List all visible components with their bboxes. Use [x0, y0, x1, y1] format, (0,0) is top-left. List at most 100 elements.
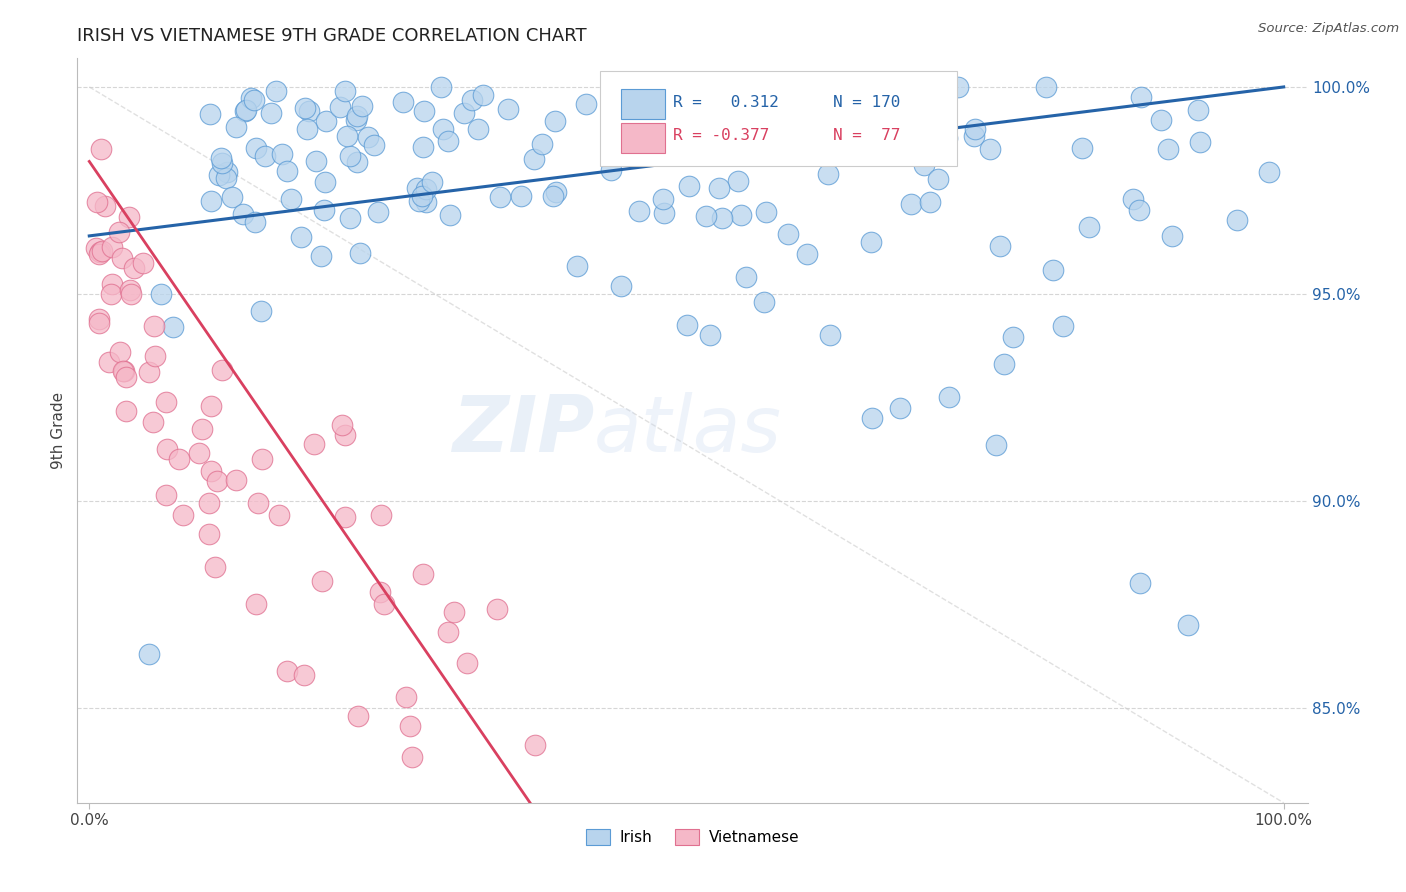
Point — [1157, 142, 1180, 156]
Point — [132, 256, 155, 270]
Point — [94, 199, 117, 213]
Point — [336, 129, 359, 144]
Point — [232, 207, 254, 221]
Point — [239, 91, 262, 105]
Point — [138, 647, 160, 661]
Point — [205, 474, 228, 488]
Point — [225, 474, 247, 488]
Point — [149, 286, 172, 301]
Point — [531, 137, 554, 152]
Point — [785, 115, 807, 129]
Point — [401, 750, 423, 764]
FancyBboxPatch shape — [621, 123, 665, 153]
Point — [988, 238, 1011, 252]
Point — [730, 207, 752, 221]
Point — [235, 103, 257, 117]
Point — [1052, 318, 1074, 333]
Point — [842, 102, 865, 116]
Point — [346, 155, 368, 169]
Point — [821, 81, 844, 95]
Point — [115, 370, 138, 384]
Point — [155, 488, 177, 502]
Point — [264, 84, 287, 98]
Point — [1042, 262, 1064, 277]
Point — [946, 79, 969, 94]
Point — [108, 345, 131, 359]
Point — [111, 251, 134, 265]
Point — [294, 101, 316, 115]
Point — [254, 149, 277, 163]
Point — [156, 442, 179, 456]
Point — [200, 106, 222, 120]
Point — [215, 171, 238, 186]
Point — [86, 195, 108, 210]
Point — [859, 235, 882, 249]
Point — [443, 605, 465, 619]
Point — [295, 122, 318, 136]
Point — [204, 559, 226, 574]
Point — [270, 147, 292, 161]
Point — [510, 189, 533, 203]
Point — [209, 151, 232, 165]
Point — [655, 141, 678, 155]
Text: N =  77: N = 77 — [832, 128, 900, 143]
Point — [100, 286, 122, 301]
Point — [900, 197, 922, 211]
Point — [453, 105, 475, 120]
Point — [963, 128, 986, 143]
Point — [292, 667, 315, 681]
Point — [368, 585, 391, 599]
Point — [710, 211, 733, 226]
Point — [796, 247, 818, 261]
Point — [1130, 90, 1153, 104]
Point — [406, 181, 429, 195]
Point — [188, 446, 211, 460]
Point — [208, 168, 231, 182]
Point — [936, 131, 959, 145]
Point — [412, 139, 434, 153]
Point — [367, 204, 389, 219]
Point — [1189, 135, 1212, 149]
Point — [155, 395, 177, 409]
Point — [333, 84, 356, 98]
Point — [707, 181, 730, 195]
Point — [432, 122, 454, 136]
Point — [217, 165, 239, 179]
FancyBboxPatch shape — [621, 89, 665, 119]
Point — [752, 294, 775, 309]
Point — [225, 120, 247, 135]
Point — [312, 202, 335, 217]
Point — [733, 85, 755, 99]
Point — [392, 95, 415, 110]
Point — [993, 357, 1015, 371]
Point — [610, 279, 633, 293]
Point — [415, 182, 437, 196]
Point — [412, 566, 434, 581]
Point — [735, 269, 758, 284]
Point — [860, 410, 883, 425]
Point — [330, 418, 353, 433]
Point — [467, 121, 489, 136]
Point — [246, 496, 269, 510]
Point — [314, 175, 336, 189]
Point — [546, 186, 568, 200]
Point — [302, 436, 325, 450]
Point — [485, 602, 508, 616]
Point — [565, 259, 588, 273]
Point — [399, 719, 422, 733]
Point — [373, 597, 395, 611]
Point — [115, 404, 138, 418]
Text: ZIP: ZIP — [451, 392, 595, 468]
Point — [370, 508, 392, 523]
Point — [245, 597, 267, 611]
Point — [280, 192, 302, 206]
Point — [938, 390, 960, 404]
Point — [167, 452, 190, 467]
Point — [269, 508, 291, 522]
Point — [112, 364, 135, 378]
Point — [927, 171, 949, 186]
Point — [245, 141, 267, 155]
Point — [243, 93, 266, 107]
Point — [1128, 202, 1150, 217]
Point — [1187, 103, 1209, 118]
